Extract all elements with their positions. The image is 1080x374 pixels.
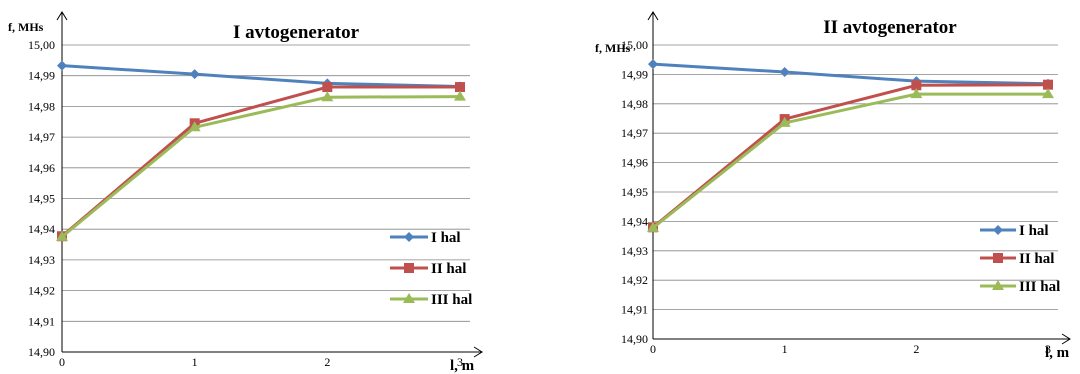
y-tick-label: 14,97 — [621, 126, 648, 140]
y-tick-label: 14,94 — [28, 222, 55, 236]
y-axis-arrow — [647, 11, 659, 21]
data-point — [1043, 79, 1053, 90]
data-point — [648, 59, 658, 70]
data-point — [911, 80, 922, 91]
data-point — [455, 82, 465, 93]
x-axis-arrow — [473, 346, 483, 358]
y-axis-arrow — [56, 11, 68, 21]
y-tick-label: 15,00 — [621, 38, 648, 52]
legend-label: III hal — [431, 292, 472, 308]
data-point — [57, 60, 67, 71]
y-tick-label: 14,90 — [28, 345, 55, 359]
legend-marker — [404, 263, 414, 273]
x-tick-label: 0 — [650, 342, 656, 356]
data-point — [1042, 88, 1054, 99]
chart-ii-avtogenerator: 14,90 14,91 14,92 14,93 14,94 14,95 14,96 14,97… — [595, 11, 1071, 361]
x-tick-label: 3 — [1045, 342, 1051, 356]
y-tick-label: 14,99 — [621, 67, 648, 81]
data-point — [778, 116, 791, 127]
legend-marker — [404, 232, 414, 242]
legend-marker — [993, 253, 1003, 263]
x-axis-arrow — [1061, 333, 1071, 345]
chart-title: II avtogenerator — [823, 17, 957, 38]
y-tick-label: 14,94 — [621, 214, 648, 228]
data-point — [779, 67, 790, 78]
y-tick-label: 14,91 — [621, 303, 648, 317]
y-tick-label: 14,93 — [621, 244, 648, 258]
x-tick-label: 1 — [782, 342, 788, 356]
x-tick-label: 2 — [913, 342, 919, 356]
legend-marker — [403, 293, 415, 303]
data-point — [188, 121, 201, 132]
legend-label: I hal — [431, 230, 461, 246]
y-tick-label: 14,93 — [28, 253, 55, 267]
series-line-2 — [652, 83, 1049, 229]
x-tick-label: 2 — [324, 355, 330, 369]
legend-label: I hal — [1019, 223, 1049, 239]
legend-label: III hal — [1019, 279, 1060, 295]
chart-i-avtogenerator: 14,90 14,91 14,92 14,93 14,94 14,95 14,96 14,97… — [8, 11, 483, 374]
y-tick-label: 14,97 — [28, 130, 55, 144]
y-tick-label: 14,98 — [621, 97, 648, 111]
y-tick-label: 15,00 — [28, 38, 55, 52]
series-line-1 — [652, 62, 1049, 86]
y-tick-label: 14,98 — [28, 99, 55, 113]
data-point — [910, 88, 923, 99]
legend-label: II hal — [1019, 251, 1054, 267]
y-tick-label: 14,95 — [621, 185, 648, 199]
series-line-2 — [61, 85, 460, 238]
y-tick-label: 14,90 — [621, 332, 648, 346]
y-tick-label: 14,92 — [28, 284, 55, 298]
x-tick-label: 3 — [457, 355, 463, 369]
data-point — [647, 221, 659, 232]
chart-title: I avtogenerator — [233, 22, 360, 43]
y-axis-label: f, MHs — [595, 41, 631, 55]
series-line-3 — [652, 92, 1048, 230]
data-point — [321, 91, 334, 102]
y-axis-label: f, MHs — [8, 20, 44, 34]
legend-label: II hal — [431, 261, 466, 277]
x-tick-label: 1 — [192, 355, 198, 369]
x-axis-label: l, m — [1045, 345, 1070, 361]
legend-marker — [992, 280, 1004, 290]
y-tick-label: 14,96 — [621, 156, 648, 170]
y-tick-label: 14,99 — [28, 69, 55, 83]
legend-marker — [993, 225, 1003, 235]
series-line-3 — [61, 95, 461, 239]
data-point — [56, 230, 68, 241]
data-point — [322, 82, 333, 93]
y-tick-label: 14,92 — [621, 273, 648, 287]
y-tick-label: 14,96 — [28, 161, 55, 175]
series-line-1 — [61, 64, 461, 88]
x-axis-label: l, m — [450, 358, 475, 374]
data-point — [189, 69, 200, 80]
y-tick-label: 14,91 — [28, 314, 55, 328]
x-tick-label: 0 — [59, 355, 65, 369]
y-tick-label: 14,95 — [28, 192, 55, 206]
data-point — [454, 90, 466, 101]
